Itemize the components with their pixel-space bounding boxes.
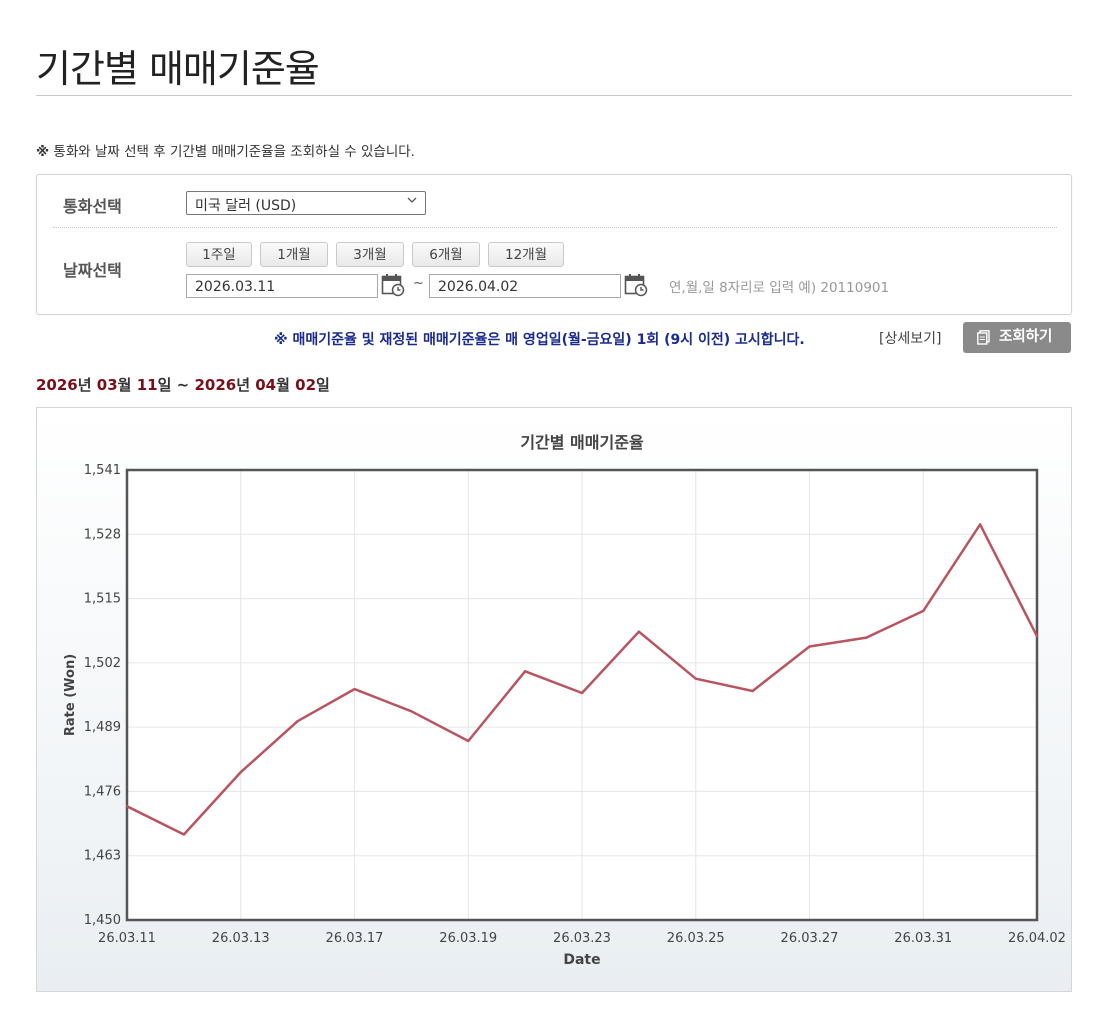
x-tick-label: 26.04.02 (1008, 931, 1066, 946)
calendar-icon[interactable] (624, 273, 648, 297)
x-tick-label: 26.03.27 (781, 931, 839, 946)
period-12month-button[interactable]: 12개월 (488, 242, 564, 267)
range-start-year: 2026 (36, 376, 78, 394)
rate-data-point (523, 670, 527, 673)
y-tick-label: 1,515 (84, 592, 121, 607)
plot-frame (125, 468, 1039, 922)
rate-data-point (922, 609, 925, 613)
rate-data-point (182, 833, 186, 836)
document-icon (977, 330, 990, 345)
period-3month-button[interactable]: 3개월 (336, 242, 404, 267)
y-tick-label: 1,476 (84, 784, 121, 799)
currency-select-value: 미국 달러 (USD) (195, 198, 297, 214)
search-button-label: 조회하기 (999, 329, 1053, 345)
period-1month-button[interactable]: 1개월 (260, 242, 328, 267)
notice-message: 통화와 날짜 선택 후 기간별 매매기준율을 조회하실 수 있습니다. (53, 144, 415, 160)
y-axis-label: Rate (Won) (63, 654, 78, 736)
chart-title: 기간별 매매기준율 (520, 433, 644, 452)
range-year-unit: 년 (236, 376, 251, 394)
rate-data-point (637, 630, 641, 633)
x-tick-label: 26.03.31 (894, 931, 952, 946)
y-tick-label: 1,450 (84, 913, 121, 928)
rate-data-point (1035, 634, 1039, 638)
x-tick-label: 26.03.19 (439, 931, 497, 946)
date-range-separator: ~ (413, 276, 424, 291)
range-month-unit: 월 (276, 376, 290, 394)
filter-panel: 통화선택 미국 달러 (USD) 날짜선택 1주일 1개월 3개월 6개월 12… (36, 174, 1072, 315)
range-separator: ~ (176, 376, 190, 394)
x-tick-label: 26.03.13 (212, 931, 270, 946)
rate-data-point (808, 645, 811, 648)
rate-data-point (296, 720, 299, 723)
rate-data-point (125, 805, 129, 808)
publish-notice: ※ 매매기준율 및 재정된 매매기준율은 매 영업일(월-금요일) 1회 (9시… (274, 332, 805, 348)
title-divider (36, 95, 1072, 96)
x-axis-label: Date (563, 952, 600, 968)
filter-divider (53, 227, 1057, 228)
y-tick-label: 1,502 (84, 656, 121, 671)
search-button[interactable]: 조회하기 (963, 322, 1071, 353)
x-tick-label: 26.03.17 (326, 931, 384, 946)
range-end-month: 04 (255, 376, 277, 394)
x-tick-label: 26.03.23 (553, 931, 611, 946)
range-day-unit: 일 (316, 376, 330, 394)
rate-chart-svg: 1,450 1,463 1,476 1,489 1,502 1,515 1,528 1,541… (63, 433, 1066, 968)
x-tick-label: 26.03.25 (667, 931, 725, 946)
date-label: 날짜선택 (63, 261, 122, 280)
y-tick-label: 1,489 (84, 720, 121, 735)
date-format-hint: 연,월,일 8자리로 입력 예) 20110901 (669, 280, 890, 296)
x-tick-label: 26.03.11 (98, 931, 156, 946)
rate-data-point (865, 636, 868, 639)
calendar-icon[interactable] (381, 273, 405, 297)
notice-mark: ※ (36, 144, 50, 160)
range-year-unit: 년 (77, 376, 92, 394)
rate-data-point (978, 523, 982, 526)
rate-data-point (580, 691, 584, 695)
start-date-input[interactable]: 2026.03.11 (186, 274, 378, 298)
chevron-down-icon (407, 197, 417, 203)
rate-data-point (239, 770, 242, 774)
rate-data-point (694, 677, 697, 680)
notice-text: ※ 통화와 날짜 선택 후 기간별 매매기준율을 조회하실 수 있습니다. (36, 140, 415, 160)
range-end-year: 2026 (194, 376, 237, 394)
range-start-month: 03 (96, 376, 118, 394)
period-6month-button[interactable]: 6개월 (412, 242, 480, 267)
range-start-day: 11 (136, 376, 158, 394)
page-title: 기간별 매매기준율 (36, 47, 320, 91)
y-tick-label: 1,541 (84, 463, 121, 478)
currency-select[interactable]: 미국 달러 (USD) (186, 191, 426, 215)
rate-data-point (467, 739, 470, 743)
y-tick-label: 1,463 (84, 849, 121, 864)
selected-range: 2026년 03월 11일 ~ 2026년 04월 02일 (36, 374, 330, 395)
y-tick-label: 1,528 (84, 527, 121, 542)
period-1week-button[interactable]: 1주일 (186, 242, 252, 267)
rate-data-point (751, 689, 754, 693)
detail-link[interactable]: [상세보기] (879, 331, 942, 347)
end-date-input[interactable]: 2026.04.02 (429, 274, 621, 298)
range-end-day: 02 (295, 376, 317, 394)
rate-chart: 1,450 1,463 1,476 1,489 1,502 1,515 1,528 1,541… (36, 407, 1072, 992)
rate-data-point (410, 710, 413, 713)
currency-label: 통화선택 (63, 197, 122, 216)
rate-data-point (353, 687, 356, 691)
range-month-unit: 월 (117, 376, 132, 394)
range-day-unit: 일 (157, 376, 172, 394)
